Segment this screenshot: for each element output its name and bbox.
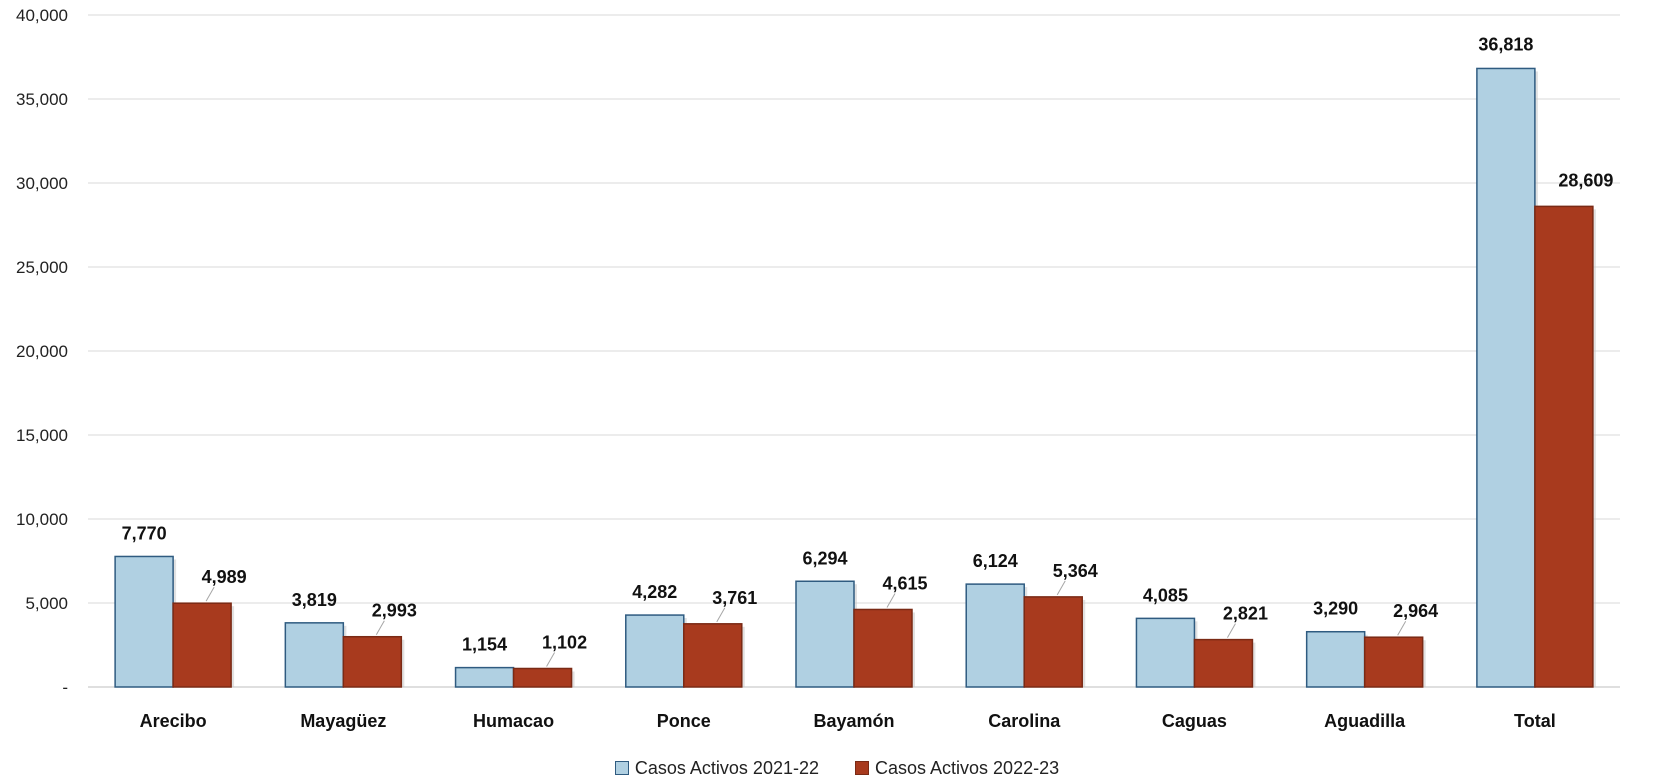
bar-2021-22: [114, 555, 174, 688]
data-label: 5,364: [1053, 561, 1098, 581]
data-label: 28,609: [1558, 170, 1613, 190]
data-label: 1,154: [462, 635, 507, 655]
legend-item-2021-22: Casos Activos 2021-22: [614, 757, 819, 779]
x-tick-label: Arecibo: [140, 711, 207, 731]
leader-line: [1227, 623, 1236, 638]
bar-2021-22: [1305, 630, 1366, 688]
bar-2022-23: [172, 602, 232, 688]
y-tick-label: 25,000: [16, 258, 68, 277]
bar-2021-22: [1476, 67, 1536, 688]
leader-line: [1056, 580, 1066, 596]
y-tick-label: 15,000: [16, 426, 68, 445]
legend-item-2022-23: Casos Activos 2022-23: [855, 758, 1059, 779]
data-label: 4,085: [1143, 585, 1188, 605]
bar-2022-23: [342, 635, 403, 688]
bar-2021-22: [1135, 617, 1196, 688]
leader-line: [375, 620, 385, 635]
x-tick-label: Humacao: [473, 711, 554, 731]
data-label: 4,989: [202, 567, 247, 587]
leader-line: [1397, 620, 1407, 636]
y-tick-label: 10,000: [16, 510, 68, 529]
bar-2021-22: [795, 580, 855, 688]
bars: [114, 67, 1596, 688]
legend-swatch-2022-23: [855, 761, 869, 775]
legend-swatch-2021-22: [614, 761, 629, 775]
leader-line: [886, 593, 896, 608]
bar-chart: - 5,000 10,000 15,000 20,000 25,000 30,000 35,0…: [16, 6, 1620, 731]
bar-2022-23: [1023, 596, 1083, 688]
data-label: 6,124: [973, 551, 1018, 571]
bar-2021-22: [284, 622, 345, 688]
x-tick-label: Ponce: [657, 711, 711, 731]
data-label: 3,819: [292, 590, 337, 610]
data-label: 2,821: [1223, 604, 1268, 624]
data-label: 3,761: [712, 588, 757, 608]
data-label: 2,993: [372, 601, 417, 621]
bar-2022-23: [683, 623, 743, 688]
bar-2022-23: [1534, 205, 1594, 688]
data-label: 1,102: [542, 632, 587, 652]
bar-2022-23: [1363, 636, 1424, 688]
y-tick-label: -: [62, 678, 68, 697]
x-tick-label: Caguas: [1162, 711, 1227, 731]
data-label: 4,615: [882, 573, 927, 593]
y-tick-label: 35,000: [16, 90, 68, 109]
bar-2022-23: [1193, 638, 1254, 688]
bar-2021-22: [454, 666, 515, 688]
bar-2022-23: [853, 608, 913, 688]
x-axis: Arecibo Mayagüez Humacao Ponce Bayamón Caroli…: [140, 711, 1556, 731]
y-tick-label: 5,000: [25, 594, 68, 613]
data-label: 3,290: [1313, 599, 1358, 619]
x-tick-label: Mayagüez: [300, 711, 386, 731]
bar-2021-22: [625, 614, 685, 688]
data-label: 4,282: [632, 582, 677, 602]
x-tick-label: Carolina: [988, 711, 1061, 731]
data-label: 2,964: [1393, 601, 1438, 621]
leader-line: [205, 586, 215, 602]
legend-label-2022-23: Casos Activos 2022-23: [875, 757, 1060, 778]
data-label: 36,818: [1478, 34, 1533, 54]
bar-2021-22: [965, 583, 1025, 688]
x-tick-label: Total: [1514, 711, 1556, 731]
legend: Casos Activos 2021-22 Casos Activos 2022…: [0, 756, 1674, 780]
y-axis: - 5,000 10,000 15,000 20,000 25,000 30,000 35,0…: [16, 6, 68, 697]
data-labels: 7,770 4,989 3,819 2,993 1,154 1,102 4,282 3,761…: [122, 34, 1614, 654]
leader-lines: [205, 580, 1407, 667]
leader-line: [716, 607, 726, 623]
x-tick-label: Aguadilla: [1324, 711, 1406, 731]
y-tick-label: 20,000: [16, 342, 68, 361]
leader-line: [546, 652, 555, 667]
bar-2022-23: [512, 667, 573, 688]
data-label: 7,770: [122, 523, 167, 543]
y-tick-label: 30,000: [16, 174, 68, 193]
y-tick-label: 40,000: [16, 6, 68, 25]
x-tick-label: Bayamón: [813, 711, 894, 731]
data-label: 6,294: [802, 548, 847, 568]
gridlines: [88, 14, 1620, 688]
legend-label-2021-22: Casos Activos 2021-22: [634, 757, 819, 778]
